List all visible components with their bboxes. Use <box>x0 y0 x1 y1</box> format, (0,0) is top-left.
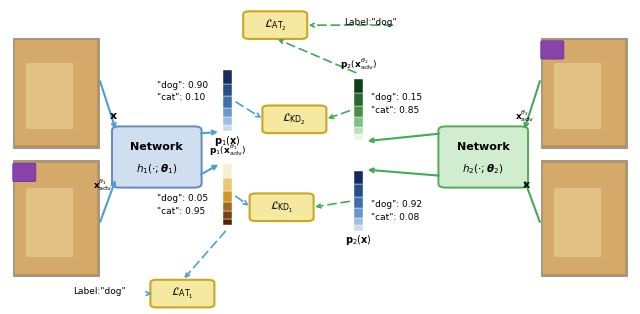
Text: "cat": 0.08: "cat": 0.08 <box>371 213 419 222</box>
Bar <box>15 163 97 274</box>
Bar <box>541 38 627 148</box>
FancyBboxPatch shape <box>438 127 528 188</box>
Text: "dog": 0.15: "dog": 0.15 <box>371 94 422 102</box>
Bar <box>223 202 232 211</box>
Text: Label:"dog": Label:"dog" <box>344 18 397 27</box>
Text: Network: Network <box>457 142 509 152</box>
Bar <box>223 211 232 219</box>
Text: "cat": 0.85: "cat": 0.85 <box>371 106 419 115</box>
Text: $\mathbf{x}$: $\mathbf{x}$ <box>522 181 531 190</box>
FancyBboxPatch shape <box>112 127 202 188</box>
Bar <box>15 40 97 145</box>
FancyBboxPatch shape <box>243 11 307 39</box>
Text: "cat": 0.10: "cat": 0.10 <box>157 94 205 102</box>
Text: $\mathcal{L}_{\mathrm{AT}_1}$: $\mathcal{L}_{\mathrm{AT}_1}$ <box>171 286 194 301</box>
Bar <box>354 171 363 184</box>
Text: "dog": 0.92: "dog": 0.92 <box>371 200 422 209</box>
FancyBboxPatch shape <box>13 163 36 181</box>
Text: $\mathbf{p}_2(\mathbf{x}_{\mathrm{adv}}^{\theta_2})$: $\mathbf{p}_2(\mathbf{x}_{\mathrm{adv}}^… <box>340 56 377 72</box>
Bar <box>354 225 363 231</box>
Bar <box>26 63 73 129</box>
Bar <box>354 127 363 134</box>
Text: Label:"dog": Label:"dog" <box>74 287 126 295</box>
Text: $\mathcal{L}_{\mathrm{KD}_1}$: $\mathcal{L}_{\mathrm{KD}_1}$ <box>269 200 294 215</box>
Bar <box>354 197 363 208</box>
Text: $\mathbf{p}_1(\mathbf{x})$: $\mathbf{p}_1(\mathbf{x})$ <box>214 134 241 149</box>
FancyBboxPatch shape <box>541 41 564 59</box>
Bar <box>354 117 363 127</box>
Bar <box>26 188 73 257</box>
Text: $\mathbf{x}_{\mathrm{adv}}^{\theta_2}$: $\mathbf{x}_{\mathrm{adv}}^{\theta_2}$ <box>515 108 534 124</box>
Text: $\mathbf{p}_1(\mathbf{x}_{\mathrm{adv}}^{\theta_1})$: $\mathbf{p}_1(\mathbf{x}_{\mathrm{adv}}^… <box>209 142 246 158</box>
Bar <box>354 106 363 117</box>
Bar <box>354 208 363 218</box>
Bar <box>223 108 232 117</box>
Text: $\mathbf{x}_{\mathrm{adv}}^{\theta_1}$: $\mathbf{x}_{\mathrm{adv}}^{\theta_1}$ <box>93 177 112 193</box>
Text: "dog": 0.05: "dog": 0.05 <box>157 194 208 203</box>
Bar <box>354 134 363 140</box>
FancyBboxPatch shape <box>250 193 314 221</box>
Text: $h_2(\cdot;\boldsymbol{\theta}_2)$: $h_2(\cdot;\boldsymbol{\theta}_2)$ <box>462 163 504 176</box>
Text: $\mathbf{p}_2(\mathbf{x})$: $\mathbf{p}_2(\mathbf{x})$ <box>345 233 372 247</box>
Bar <box>354 184 363 197</box>
Bar <box>541 160 627 276</box>
Bar <box>543 40 625 145</box>
Bar <box>554 63 601 129</box>
Bar <box>13 160 99 276</box>
Bar <box>354 79 363 93</box>
Bar <box>223 70 232 84</box>
Text: $h_1(\cdot;\boldsymbol{\theta}_1)$: $h_1(\cdot;\boldsymbol{\theta}_1)$ <box>136 163 178 176</box>
FancyBboxPatch shape <box>150 280 214 307</box>
Bar <box>223 117 232 125</box>
Text: $\mathcal{L}_{\mathrm{KD}_2}$: $\mathcal{L}_{\mathrm{KD}_2}$ <box>282 112 307 127</box>
Bar <box>223 219 232 225</box>
Bar <box>354 93 363 106</box>
Bar <box>223 191 232 202</box>
Text: $\mathcal{L}_{\mathrm{AT}_2}$: $\mathcal{L}_{\mathrm{AT}_2}$ <box>264 18 287 33</box>
Bar <box>543 163 625 274</box>
Bar <box>354 218 363 225</box>
Text: "dog": 0.90: "dog": 0.90 <box>157 81 208 90</box>
Bar <box>223 178 232 191</box>
Bar <box>223 96 232 108</box>
Bar <box>223 84 232 96</box>
FancyBboxPatch shape <box>262 106 326 133</box>
Bar <box>223 164 232 178</box>
Text: "cat": 0.95: "cat": 0.95 <box>157 207 205 216</box>
Text: $\mathbf{x}$: $\mathbf{x}$ <box>109 111 118 121</box>
Bar <box>554 188 601 257</box>
Bar <box>223 125 232 131</box>
Text: Network: Network <box>131 142 183 152</box>
Bar <box>13 38 99 148</box>
